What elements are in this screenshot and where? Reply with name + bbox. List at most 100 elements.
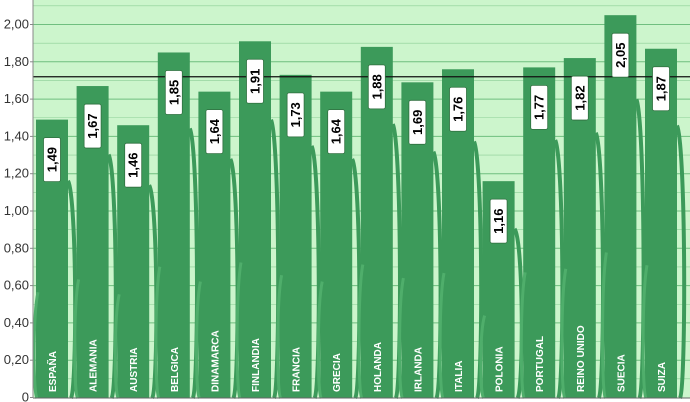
data-label-5: 1,64 [205, 109, 224, 155]
y-tick-label: 1,80 [4, 54, 29, 69]
y-tick-label: 1,20 [4, 166, 29, 181]
data-label-box [367, 64, 386, 110]
data-label-text: 1,73 [288, 102, 303, 127]
bar-wave-left [519, 272, 527, 399]
bar-wave-left [32, 291, 40, 399]
category-label: SUECIA [616, 354, 627, 392]
bar-wave-left [154, 266, 162, 399]
category-label: ALEMANIA [89, 339, 100, 392]
data-label-text: 1,67 [85, 113, 100, 138]
bar-wave [634, 98, 646, 400]
bar-wave-left [479, 315, 487, 399]
bar-wave [553, 139, 565, 400]
y-tick-label: 0 [22, 390, 29, 402]
category-label: SUIZA [657, 362, 668, 392]
bar-wave-left [601, 252, 608, 399]
data-label-box [164, 70, 183, 115]
bars [32, 15, 687, 400]
bar-wave [431, 150, 443, 400]
bar-wave-left [398, 277, 405, 399]
category-label: ITALIA [454, 361, 465, 392]
data-label-text: 1,82 [572, 85, 587, 110]
data-label-box [83, 103, 102, 149]
y-tick-label: 0,40 [4, 315, 29, 330]
y-tick-label: 0,60 [4, 278, 29, 293]
bar-wave-left [316, 281, 324, 399]
y-tick-label: 1,40 [4, 128, 29, 143]
bar-wave [309, 145, 321, 400]
category-label: GRECIA [332, 353, 343, 392]
bar-15 [601, 15, 646, 400]
y-tick-label: 1,60 [4, 91, 29, 106]
bar-wave [106, 153, 118, 400]
data-label-16: 1,87 [652, 66, 670, 112]
data-label-text: 1,49 [45, 147, 60, 172]
bar-wave-left [438, 272, 446, 399]
data-label-12: 1,16 [489, 198, 508, 244]
data-label-box [327, 109, 346, 155]
category-label: HOLANDA [373, 342, 384, 392]
category-label: BELGICA [170, 347, 181, 392]
y-tick-label: 0,80 [4, 240, 29, 255]
data-label-box [570, 75, 589, 121]
category-label: REINO UNIDO [576, 325, 587, 392]
bar-wave [472, 140, 484, 400]
data-label-4: 1,85 [164, 70, 183, 115]
category-label: IRLANDA [413, 347, 424, 392]
data-label-box [205, 109, 224, 155]
data-label-text: 1,91 [248, 69, 263, 94]
data-label-box [124, 142, 143, 188]
data-label-15: 2,05 [611, 32, 630, 78]
data-label-box [449, 86, 467, 132]
y-tick-label: 2,00 [4, 17, 29, 32]
bar-wave [593, 132, 605, 400]
data-label-text: 1,88 [369, 74, 384, 99]
category-label: AUSTRIA [129, 348, 140, 392]
data-label-8: 1,64 [327, 109, 346, 155]
data-label-14: 1,82 [570, 75, 589, 121]
category-label: FINLANDIA [251, 338, 262, 392]
bar-wave-left [357, 264, 365, 399]
bar-wave-left [195, 281, 202, 399]
data-label-7: 1,73 [286, 92, 305, 138]
data-label-text: 1,69 [410, 110, 425, 135]
data-label-box [611, 32, 630, 78]
category-labels: ESPAÑA ALEMANIA AUSTRIA BELGICA DINAMARCA FIN… [46, 325, 668, 392]
category-label: DINAMARCA [210, 330, 221, 392]
bar-wave [66, 179, 78, 400]
data-label-text: 1,64 [207, 118, 222, 144]
data-label-6: 1,91 [246, 58, 264, 104]
data-label-box [408, 99, 427, 145]
data-label-2: 1,67 [83, 103, 102, 149]
data-label-1: 1,49 [43, 137, 61, 183]
bar-wave-left [641, 265, 649, 399]
bar-wave [675, 124, 687, 400]
y-tick-label: 1,00 [4, 203, 29, 218]
bar-wave-left [113, 294, 121, 399]
data-label-3: 1,46 [124, 142, 143, 188]
data-label-text: 1,76 [451, 97, 466, 122]
data-label-10: 1,69 [408, 99, 427, 145]
data-label-text: 1,87 [654, 76, 669, 101]
category-label: POLONIA [495, 346, 506, 392]
category-label: PORTUGAL [535, 336, 546, 392]
data-label-text: 1,77 [532, 95, 547, 120]
bar-wave [187, 127, 199, 400]
y-axis: 0 0,20 0,40 0,60 0,80 1,00 1,20 1,40 1,60 1,80 2,0… [4, 17, 33, 402]
bar-body [604, 15, 637, 399]
data-label-text: 1,16 [491, 209, 506, 234]
data-label-box [530, 84, 549, 130]
bar-16 [641, 48, 687, 400]
bar-wave [269, 118, 281, 400]
data-label-text: 2,05 [613, 43, 628, 68]
category-label: ESPAÑA [46, 351, 59, 392]
data-label-11: 1,76 [449, 86, 467, 132]
bar-wave-left [235, 262, 243, 399]
bar-wave-left [73, 279, 81, 399]
data-label-box [43, 137, 61, 183]
data-label-box [489, 198, 508, 244]
data-labels: 1,49 1,67 1,46 1,85 1,64 1,91 1,73 1,64 1,88 1,69… [43, 32, 670, 244]
data-label-13: 1,77 [530, 84, 549, 130]
y-tick-label: 0,20 [4, 352, 29, 367]
